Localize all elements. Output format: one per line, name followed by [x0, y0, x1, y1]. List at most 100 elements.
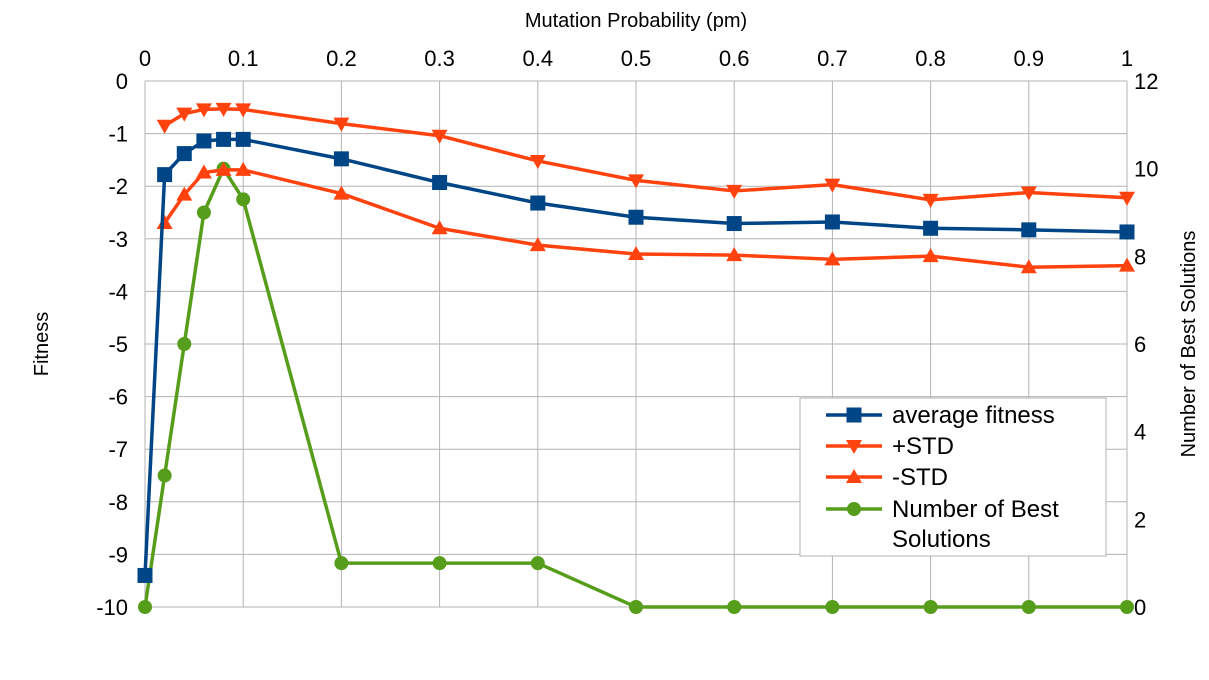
data-point	[923, 600, 938, 614]
series-2	[156, 161, 1135, 274]
y2-tick-label: 8	[1134, 244, 1146, 269]
data-point	[235, 131, 251, 147]
x-tick-label: 0.3	[424, 46, 455, 71]
data-point	[177, 337, 192, 351]
legend-label: Number of Best Solutions	[892, 496, 1059, 553]
y2-tick-label: 10	[1134, 157, 1158, 182]
series-0	[137, 131, 1135, 583]
data-point	[824, 214, 840, 230]
data-point	[432, 556, 447, 571]
legend-label: average fitness	[892, 402, 1055, 429]
legend-swatch-marker	[846, 440, 862, 454]
data-point	[157, 167, 173, 183]
y-tick-label: 0	[116, 69, 128, 94]
legend-item: +STD	[826, 433, 954, 460]
y-tick-label: -9	[108, 542, 128, 567]
data-point	[138, 600, 152, 614]
series-3	[138, 161, 1134, 614]
y2-tick-label: 12	[1134, 69, 1158, 94]
data-point	[1020, 259, 1037, 274]
y-tick-label: -6	[108, 385, 128, 410]
data-point	[529, 154, 546, 169]
y2-axis-ticks: 0 2 4 6 8 10 12	[1134, 69, 1158, 620]
series-layer	[137, 102, 1135, 614]
data-point	[333, 151, 349, 167]
x-axis-title: Mutation Probability (pm)	[525, 10, 747, 32]
data-point	[923, 220, 939, 236]
data-point	[628, 209, 644, 225]
data-point	[432, 175, 448, 191]
data-point	[157, 468, 172, 483]
data-point	[176, 107, 193, 122]
legend-label: -STD	[892, 464, 948, 491]
data-point	[334, 556, 349, 571]
data-point	[176, 146, 192, 162]
data-point	[922, 193, 939, 208]
data-point	[431, 220, 448, 235]
data-point	[824, 178, 841, 193]
data-point	[215, 161, 232, 176]
legend-item: -STD	[826, 464, 948, 491]
y2-tick-label: 6	[1134, 332, 1146, 357]
data-point	[137, 567, 153, 583]
data-point	[333, 117, 350, 132]
y2-axis-title: Number of Best Solutions	[1178, 231, 1200, 458]
data-point	[176, 186, 193, 201]
data-point	[195, 164, 212, 179]
y-axis-ticks: 0 -1 -2 -3 -4 -5 -6 -7 -8 -9 -10	[96, 69, 128, 620]
data-point	[726, 184, 743, 199]
legend-items: average fitness +STD -STD Number of Best Sol…	[826, 402, 1059, 553]
data-point	[235, 161, 252, 176]
x-tick-label: 0.2	[326, 46, 357, 71]
y-tick-label: -4	[108, 279, 128, 304]
x-tick-label: 0.4	[523, 46, 554, 71]
x-tick-label: 0.7	[817, 46, 848, 71]
data-point	[196, 205, 211, 220]
y-tick-label: -8	[108, 490, 128, 515]
x-tick-label: 0.8	[915, 46, 946, 71]
data-point	[1021, 222, 1037, 238]
y-tick-label: -2	[108, 174, 128, 199]
data-point	[156, 119, 173, 134]
y-axis-title: Fitness	[31, 312, 53, 376]
y-tick-label: -1	[108, 122, 128, 147]
data-point	[215, 102, 232, 117]
legend-swatch-marker	[846, 469, 862, 483]
data-point	[726, 216, 742, 232]
legend: average fitness +STD -STD Number of Best Sol…	[799, 397, 1107, 557]
data-point	[1021, 600, 1036, 614]
data-point	[825, 600, 840, 614]
series-1	[156, 102, 1135, 208]
data-point	[195, 103, 212, 118]
data-point	[1119, 224, 1135, 240]
data-point	[727, 600, 742, 614]
data-point	[236, 192, 251, 207]
data-point	[333, 185, 350, 200]
legend-item: Number of Best Solutions	[826, 496, 1059, 553]
y-tick-label: -7	[108, 437, 128, 462]
y-tick-label: -3	[108, 227, 128, 252]
data-point	[628, 246, 644, 261]
x-tick-label: 0	[139, 46, 151, 71]
x-tick-label: 1	[1121, 46, 1133, 71]
y2-tick-label: 4	[1134, 420, 1146, 445]
legend-label: +STD	[892, 433, 954, 460]
y-tick-label: -10	[96, 595, 128, 620]
data-point	[216, 131, 232, 147]
data-point	[530, 195, 546, 211]
x-tick-label: 0.5	[621, 46, 652, 71]
data-point	[431, 129, 448, 144]
x-tick-label: 0.6	[719, 46, 750, 71]
y2-tick-label: 0	[1134, 595, 1146, 620]
data-point	[1120, 600, 1134, 614]
legend-swatch-marker	[847, 502, 861, 516]
data-point	[629, 600, 643, 614]
data-point	[530, 556, 545, 571]
data-point	[1119, 191, 1135, 206]
x-axis-ticks: 0 0.1 0.2 0.3 0.4 0.5 0.6 0.7 0.8 0.9 1	[139, 46, 1133, 71]
data-point	[628, 174, 644, 189]
data-point	[529, 237, 546, 252]
data-point	[824, 251, 841, 266]
legend-swatch-marker	[846, 407, 862, 423]
data-point	[235, 103, 252, 118]
